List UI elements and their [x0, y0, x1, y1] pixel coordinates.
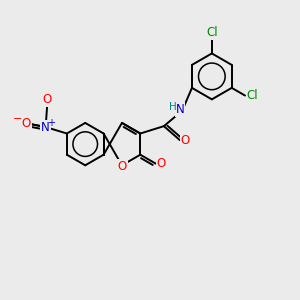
- Text: −: −: [13, 114, 22, 124]
- Text: Cl: Cl: [206, 26, 218, 39]
- Text: N: N: [176, 103, 184, 116]
- Text: O: O: [43, 93, 52, 106]
- Text: N: N: [41, 121, 50, 134]
- Text: +: +: [47, 118, 55, 128]
- Text: O: O: [117, 160, 127, 173]
- Text: O: O: [157, 157, 166, 170]
- Text: Cl: Cl: [247, 89, 258, 102]
- Text: O: O: [21, 117, 31, 130]
- Text: H: H: [169, 102, 177, 112]
- Text: O: O: [181, 134, 190, 147]
